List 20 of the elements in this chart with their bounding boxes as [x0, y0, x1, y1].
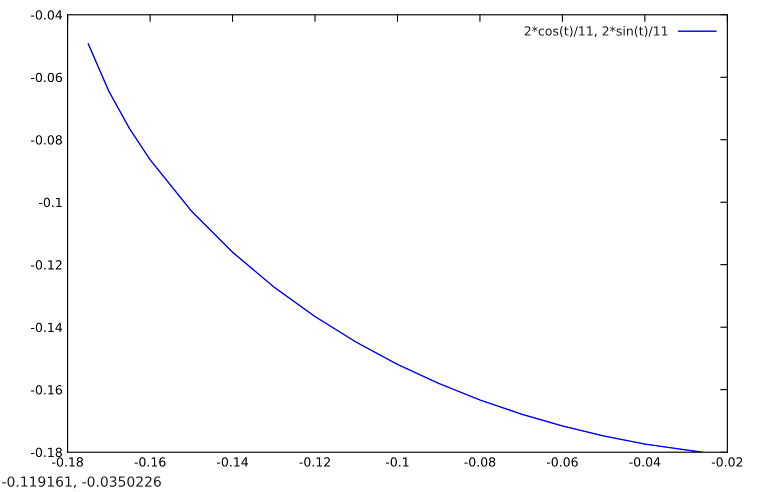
x-tick-label: -0.12	[299, 457, 330, 467]
y-tick-label: -0.12	[31, 260, 62, 270]
x-tick-label: -0.06	[546, 457, 578, 467]
x-tick-label: -0.02	[712, 457, 742, 467]
y-tick-label: -0.06	[31, 72, 62, 82]
line-series	[88, 43, 704, 452]
x-tick-label: -0.18	[52, 457, 83, 467]
legend-label: 2*cos(t)/11, 2*sin(t)/11	[524, 26, 668, 38]
x-tick-label: -0.08	[464, 457, 496, 467]
y-tick-label: -0.18	[31, 448, 62, 458]
x-tick-label: -0.16	[134, 457, 166, 467]
text: -0.119161, -0.0350226	[2, 476, 161, 488]
y-tick-label: -0.1	[39, 198, 62, 208]
y-tick-label: -0.14	[31, 322, 62, 332]
x-tick-label: -0.14	[217, 457, 248, 467]
y-tick-label: -0.08	[31, 135, 62, 145]
y-tick-label: -0.16	[31, 385, 62, 395]
x-tick-label: -0.1	[386, 457, 409, 467]
y-tick-label: -0.04	[31, 10, 62, 20]
x-tick-label: -0.04	[629, 457, 660, 467]
